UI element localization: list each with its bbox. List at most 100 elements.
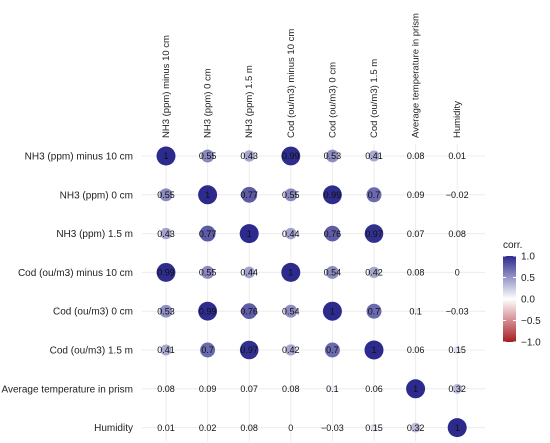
column-labels: NH3 (ppm) minus 10 cm NH3 (ppm) 0 cm NH3 (…: [161, 13, 463, 138]
correlation-value-label: −0.03: [446, 306, 469, 316]
correlation-value-label: 0.55: [199, 268, 217, 278]
correlation-point: [162, 385, 170, 393]
correlation-point: [160, 227, 172, 240]
correlation-point: [285, 227, 297, 240]
color-legend: corr. 1.0 0.5 0.0 −0.5 −1.0: [503, 240, 541, 349]
legend-tick-label: −1.0: [521, 338, 541, 349]
correlation-value-label: 0.97: [365, 229, 383, 239]
correlation-point: [156, 262, 176, 282]
correlation-value-label: 0.76: [240, 306, 258, 316]
correlation-value-label: 0.54: [324, 268, 342, 278]
correlation-point: [324, 342, 340, 358]
correlation-value-label: 0.76: [324, 229, 342, 239]
correlation-point: [370, 385, 378, 393]
correlation-value-label: 1: [288, 268, 293, 278]
row-label: Cod (ou/m3) minus 10 cm: [18, 268, 133, 279]
row-label: NH3 (ppm) 1.5 m: [56, 229, 133, 240]
correlation-point: [412, 191, 420, 199]
correlation-value-label: 0.97: [240, 345, 258, 355]
correlation-point: [454, 191, 461, 198]
correlation-point: [239, 340, 259, 360]
correlation-value-label: 0.77: [240, 190, 258, 200]
correlation-point: [452, 383, 463, 394]
correlation-value-label: 0.99: [199, 306, 217, 316]
correlation-value-label: 0.7: [326, 345, 339, 355]
correlation-value-label: 0.32: [448, 384, 466, 394]
correlation-value-label: 0.99: [282, 151, 300, 161]
column-label: Average temperature in prism: [411, 13, 422, 138]
correlation-point: [326, 149, 339, 163]
row-label: Average temperature in prism: [1, 384, 133, 395]
correlation-value-label: 0.08: [448, 229, 466, 239]
correlation-value-label: 1: [205, 190, 210, 200]
row-labels: NH3 (ppm) minus 10 cm NH3 (ppm) 0 cm NH3 (…: [1, 152, 133, 435]
correlation-value-label: 1: [330, 306, 335, 316]
correlation-point: [284, 304, 298, 318]
correlation-value-label: 0.08: [157, 384, 175, 394]
correlation-point: [364, 340, 384, 360]
correlation-value-label: 1: [163, 151, 168, 161]
correlation-point: [156, 146, 176, 166]
correlation-point: [328, 385, 336, 393]
correlation-value-label: 0.01: [157, 423, 175, 433]
correlation-value-label: 0: [288, 423, 293, 433]
legend-tick-label: 1.0: [521, 252, 535, 263]
correlation-value-label: −0.03: [321, 423, 344, 433]
correlation-point: [410, 422, 421, 433]
correlation-value-label: 0.1: [409, 306, 422, 316]
correlation-value-label: 0.08: [407, 268, 425, 278]
correlation-value-label: 0: [455, 268, 460, 278]
correlation-point: [245, 385, 253, 393]
correlation-point: [281, 262, 301, 282]
column-label: NH3 (ppm) 1.5 m: [244, 65, 255, 138]
correlation-point: [199, 225, 216, 242]
correlation-value-label: 1: [371, 345, 376, 355]
correlation-point: [412, 230, 419, 237]
correlation-value-label: 0.41: [365, 151, 383, 161]
correlation-point: [198, 185, 218, 205]
correlation-point: [239, 224, 259, 244]
correlation-point: [364, 224, 384, 243]
legend-ticks: 1.0 0.5 0.0 −0.5 −1.0: [503, 252, 541, 349]
correlation-value-label: 0.44: [282, 229, 300, 239]
correlation-value-label: 1: [247, 229, 252, 239]
correlation-point: [412, 307, 420, 315]
correlation-value-label: 0.09: [407, 190, 425, 200]
column-label: NH3 (ppm) minus 10 cm: [161, 35, 172, 138]
correlation-point: [368, 150, 380, 162]
correlation-value-label: 0.32: [407, 423, 425, 433]
correlation-value-label: 0.7: [368, 190, 381, 200]
correlation-point: [281, 146, 301, 166]
legend-title: corr.: [503, 240, 522, 251]
correlation-point: [159, 304, 173, 318]
correlation-point: [243, 150, 255, 162]
correlation-value-label: 1: [413, 384, 418, 394]
correlation-point: [201, 265, 215, 279]
correlation-point: [447, 418, 467, 438]
row-label: NH3 (ppm) 0 cm: [60, 190, 133, 201]
correlation-value-label: 0.15: [448, 345, 466, 355]
correlation-point: [241, 186, 258, 203]
correlation-point: [325, 265, 339, 279]
correlation-point: [366, 303, 382, 319]
correlation-point: [160, 344, 172, 356]
correlation-value-label: 0.55: [282, 190, 300, 200]
correlation-value-label: 0.53: [157, 306, 175, 316]
correlation-point: [454, 269, 461, 276]
correlation-point: [288, 424, 294, 431]
column-label: Cod (ou/m3) minus 10 cm: [286, 29, 297, 138]
correlation-value-label: 0.54: [282, 306, 300, 316]
correlation-point: [200, 342, 216, 358]
correlation-value-label: −0.02: [446, 190, 469, 200]
correlation-value-label: 0.43: [157, 229, 175, 239]
correlation-value-label: 0.42: [282, 345, 300, 355]
correlation-value-label: 0.7: [368, 306, 381, 316]
correlation-value-label: 0.42: [365, 268, 383, 278]
correlation-value-label: 0.08: [407, 151, 425, 161]
correlation-value-label: 0.1: [326, 384, 339, 394]
correlation-point: [329, 424, 336, 431]
correlation-value-label: 0.44: [240, 268, 258, 278]
row-label: Cod (ou/m3) 0 cm: [53, 307, 133, 318]
correlation-point: [287, 385, 295, 393]
correlation-point: [204, 424, 211, 431]
